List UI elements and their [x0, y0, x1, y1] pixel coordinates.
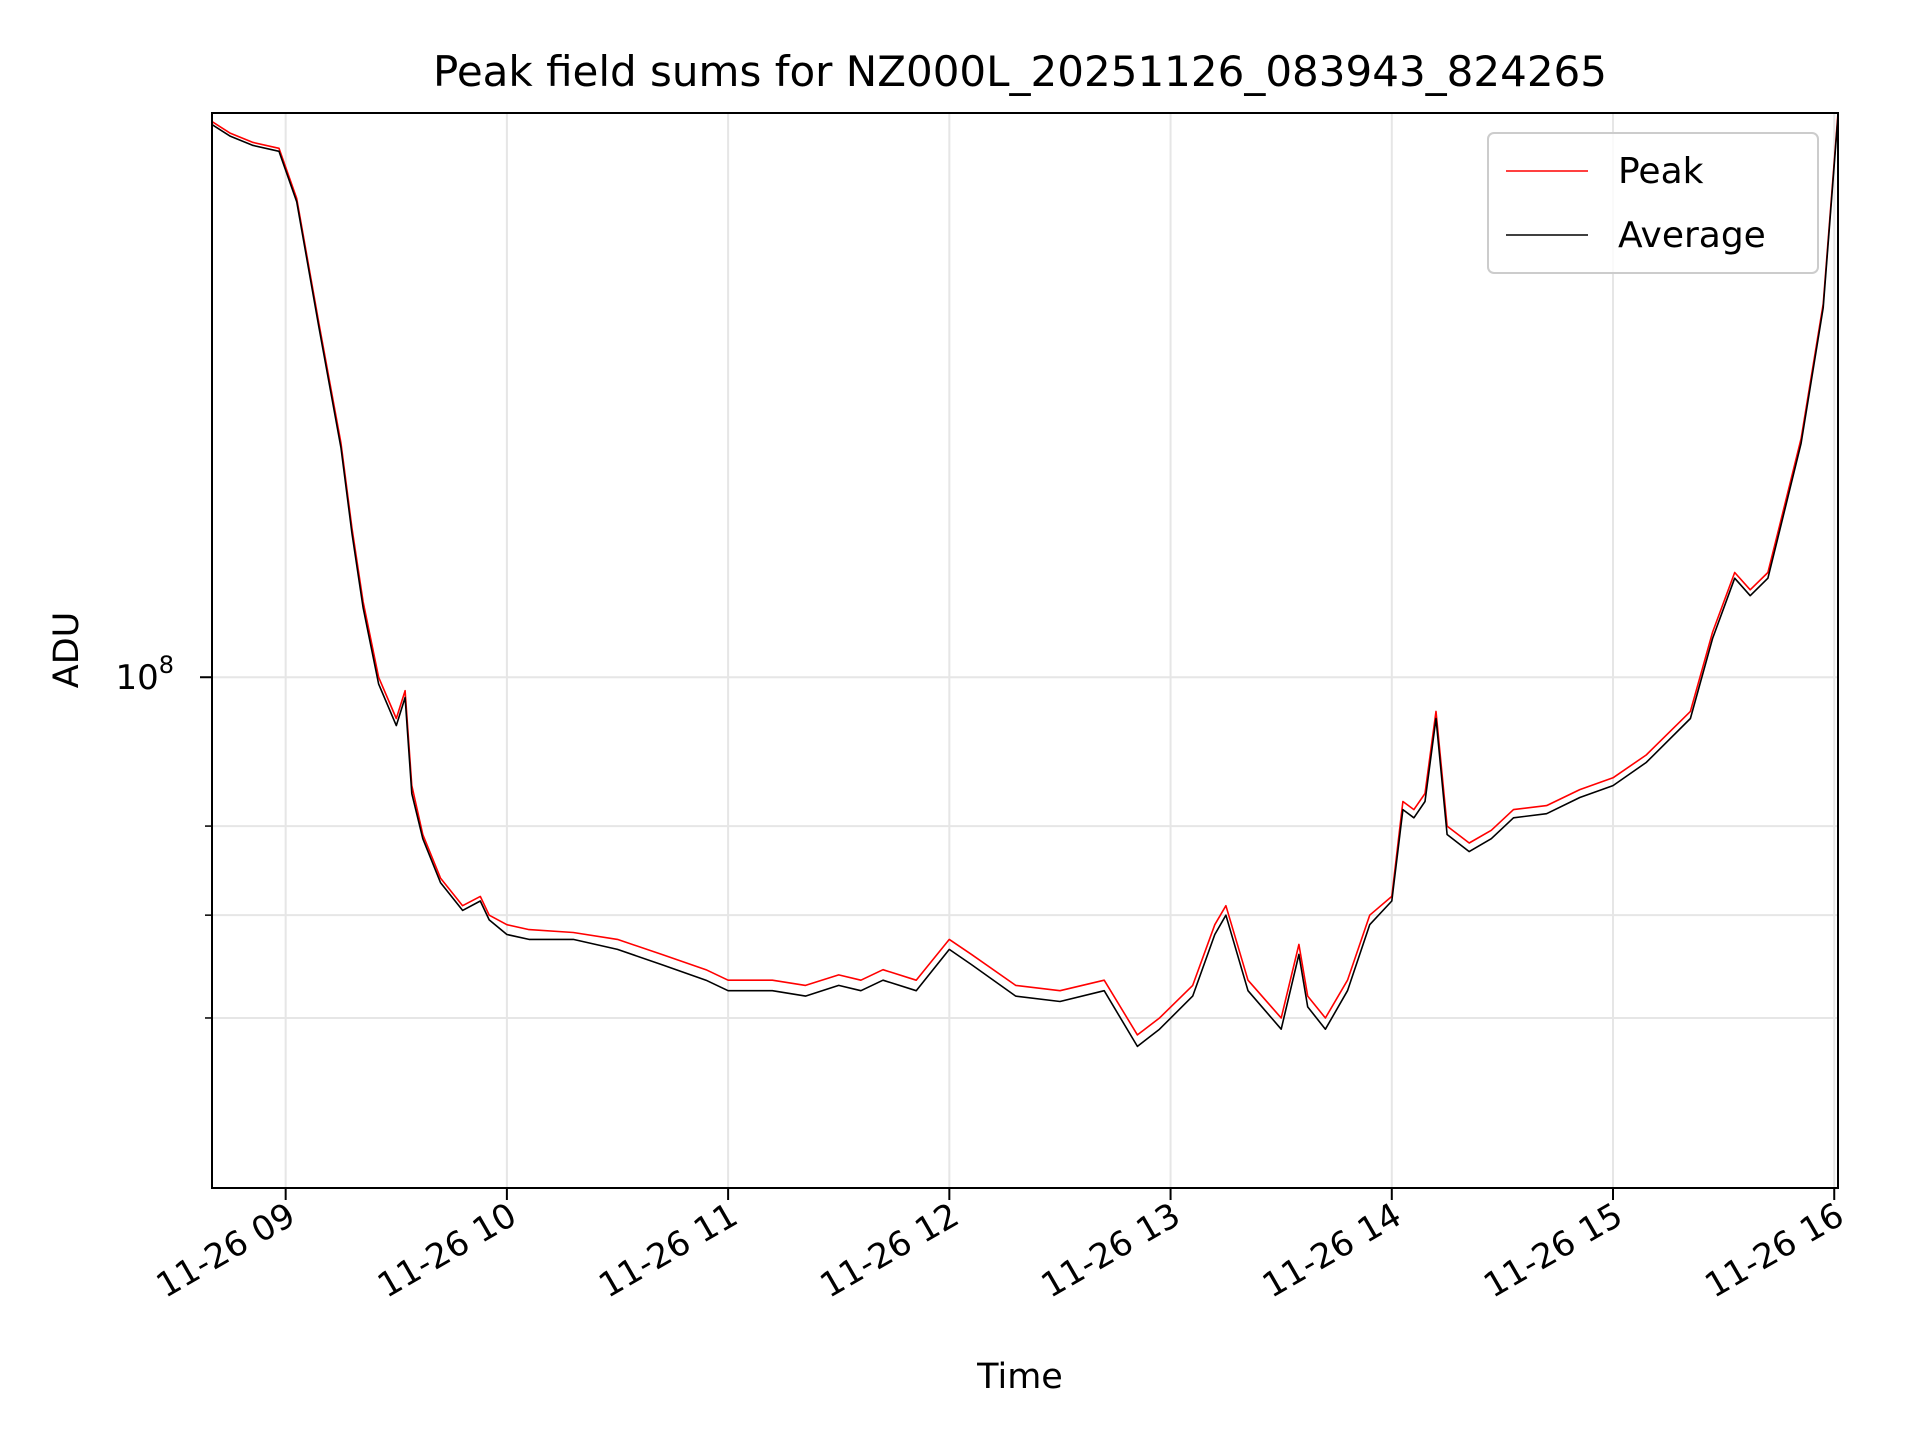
- plot-area: [212, 113, 1838, 1048]
- x-axis-label: Time: [976, 1357, 1063, 1397]
- series-line-average: [212, 115, 1838, 1048]
- legend-label-average: Average: [1618, 215, 1766, 256]
- grid: [212, 113, 1838, 1188]
- chart-title: Peak field sums for NZ000L_20251126_0839…: [433, 47, 1607, 96]
- axes-frame: [211, 112, 1839, 1189]
- legend-label-peak: Peak: [1618, 151, 1704, 192]
- y-tick-label: 108: [115, 651, 174, 698]
- legend-box: [1487, 132, 1819, 274]
- y-axis-label: ADU: [47, 612, 87, 689]
- legend: Peak Average: [1487, 132, 1819, 274]
